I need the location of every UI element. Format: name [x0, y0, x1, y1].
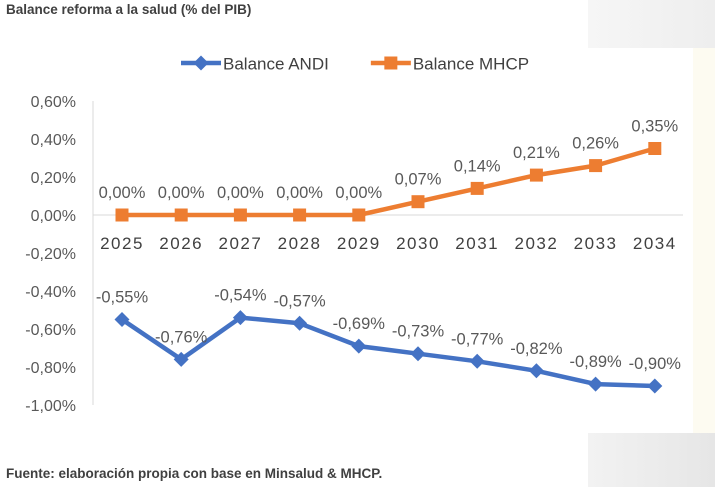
- x-tick-label: 2028: [278, 234, 322, 253]
- data-label-andi: -0,54%: [214, 287, 267, 305]
- legend-marker-diamond: [193, 55, 209, 71]
- data-label-andi: -0,57%: [273, 292, 326, 310]
- x-tick-label: 2029: [337, 234, 381, 253]
- data-point-mhcp: [352, 208, 366, 222]
- x-tick-label: 2030: [396, 234, 440, 253]
- decorative-panel-bottom: [588, 433, 715, 487]
- data-point-mhcp: [293, 208, 307, 222]
- data-label-mhcp: 0,21%: [513, 144, 560, 162]
- x-tick-label: 2025: [100, 234, 144, 253]
- data-point-mhcp: [589, 159, 603, 173]
- data-point-andi: [528, 363, 544, 379]
- y-tick-label: -0,60%: [25, 322, 76, 339]
- legend-label: Balance ANDI: [223, 55, 329, 74]
- y-tick-label: -1,00%: [25, 398, 76, 415]
- data-point-andi: [469, 353, 485, 369]
- y-tick-label: -0,20%: [25, 246, 76, 263]
- data-point-mhcp: [529, 168, 543, 182]
- series-line-mhcp: [122, 146, 656, 218]
- data-label-mhcp: 0,14%: [454, 157, 501, 175]
- legend-label: Balance MHCP: [413, 55, 529, 74]
- data-point-mhcp: [115, 208, 129, 222]
- x-tick-label: 2033: [574, 234, 618, 253]
- data-point-andi: [588, 376, 604, 392]
- x-tick-label: 2034: [633, 234, 677, 253]
- data-point-andi: [351, 338, 367, 354]
- data-point-andi: [232, 310, 248, 326]
- data-label-andi: -0,90%: [629, 355, 682, 373]
- data-label-mhcp: 0,00%: [158, 184, 205, 202]
- source-note: Fuente: elaboración propia con base en M…: [6, 466, 383, 481]
- x-tick-label: 2031: [455, 234, 499, 253]
- data-label-andi: -0,89%: [569, 353, 622, 371]
- y-tick-label: -0,40%: [25, 284, 76, 301]
- x-tick-label: 2032: [514, 234, 558, 253]
- data-label-andi: -0,76%: [155, 328, 208, 346]
- data-point-andi: [114, 312, 130, 327]
- data-point-andi: [647, 378, 663, 394]
- data-point-mhcp: [648, 142, 662, 155]
- data-label-andi: -0,73%: [392, 323, 445, 341]
- data-point-mhcp: [411, 195, 425, 209]
- y-tick-label: -0,80%: [25, 360, 76, 377]
- legend-marker-square: [384, 56, 398, 70]
- data-point-andi: [173, 351, 189, 367]
- data-label-mhcp: 0,00%: [276, 184, 323, 202]
- decorative-panel-top: [588, 0, 715, 48]
- y-tick-label: 0,20%: [31, 170, 76, 187]
- x-tick-label: 2027: [218, 234, 262, 253]
- x-tick-label: 2026: [159, 234, 203, 253]
- data-label-mhcp: 0,00%: [217, 184, 264, 202]
- data-point-andi: [410, 346, 426, 362]
- chart-legend: Balance ANDI Balance MHCP: [181, 55, 529, 74]
- data-label-mhcp: 0,07%: [395, 171, 442, 189]
- data-label-andi: -0,55%: [96, 289, 149, 307]
- y-tick-label: 0,60%: [31, 94, 76, 111]
- data-point-mhcp: [174, 208, 188, 222]
- plot-area: -0,55% -0,76% -0,54% -0,57% -0,69% -0,73% -0,7…: [96, 118, 681, 394]
- page-title: Balance reforma a la salud (% del PIB): [6, 2, 252, 17]
- data-point-mhcp: [233, 208, 247, 222]
- series-line-andi: [120, 315, 655, 389]
- decorative-panel-right: [693, 48, 715, 433]
- data-label-mhcp: 0,35%: [631, 118, 678, 136]
- y-tick-label: 0,40%: [31, 132, 76, 149]
- data-point-mhcp: [470, 181, 484, 195]
- data-point-andi: [292, 315, 308, 331]
- data-label-mhcp: 0,26%: [572, 135, 619, 153]
- data-label-mhcp: 0,00%: [99, 184, 146, 202]
- data-label-andi: -0,77%: [451, 330, 504, 348]
- data-label-mhcp: 0,00%: [335, 184, 382, 202]
- y-tick-label: 0,00%: [31, 208, 76, 225]
- data-label-andi: -0,69%: [333, 315, 386, 333]
- y-axis: 0,60% 0,40% 0,20% 0,00% -0,20% -0,40% -0,60% -0…: [25, 94, 94, 415]
- data-label-andi: -0,82%: [510, 340, 563, 358]
